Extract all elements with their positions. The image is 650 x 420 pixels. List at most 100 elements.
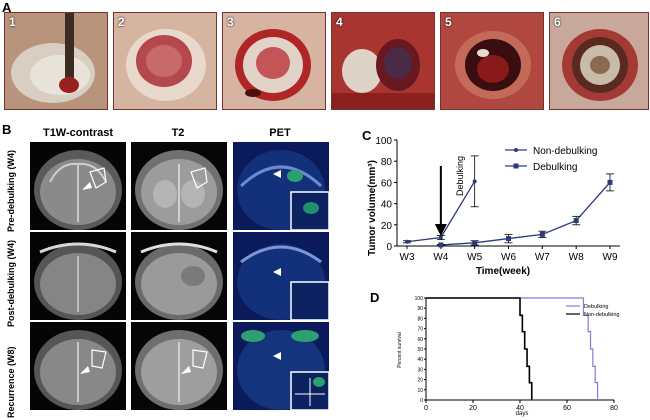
mri-recurrence-t2	[131, 322, 227, 410]
photo-number: 5	[445, 15, 452, 29]
mri-recurrence-t1w	[30, 322, 126, 410]
data-point	[472, 179, 477, 184]
surgery-photo-2: 2	[113, 12, 217, 110]
y-tick-label: 80	[381, 157, 393, 168]
brain-scan-image	[131, 232, 227, 320]
pet-scan-image	[233, 232, 329, 320]
panel-label-b: B	[2, 122, 12, 137]
survival-curve-debulking	[426, 297, 599, 400]
x-tick-label: 40	[516, 405, 524, 412]
y-tick-label: 70	[417, 327, 423, 333]
legend-marker	[514, 148, 518, 152]
y-tick-label: 90	[417, 306, 423, 312]
surgery-photo-6-image	[550, 13, 648, 109]
y-tick-label: 0	[420, 398, 423, 404]
panel-label-a: A	[2, 0, 12, 15]
x-tick-label: 0	[424, 405, 428, 412]
y-tick-label: 20	[381, 221, 393, 232]
brain-scan-image	[131, 322, 227, 410]
mri-post-t1w	[30, 232, 126, 320]
y-tick-label: 60	[381, 178, 393, 189]
data-point	[405, 239, 409, 244]
legend-label: Debulking	[584, 304, 608, 310]
y-tick-label: 40	[417, 357, 423, 363]
debulking-annotation: Debulking	[455, 156, 465, 196]
y-axis-label: Tumor volume(mm³)	[367, 160, 378, 256]
y-tick-label: 50	[417, 347, 423, 353]
legend-label: Debulking	[533, 162, 577, 173]
x-tick-label: 60	[563, 405, 571, 412]
row-label-recurrence: Recurrence (W8)	[6, 346, 16, 418]
surgery-photo-4-image	[332, 13, 434, 109]
mri-recurrence-pet	[233, 322, 329, 410]
surgery-photo-6: 6	[549, 12, 649, 110]
legend-label: Non-debulking	[533, 146, 598, 157]
tumor-volume-chart: 0 20 40 60 80 100 W3 W4 W5 W6 W7 W8 W9 Non-debulking…	[367, 136, 620, 277]
series-line-debulking	[440, 181, 611, 246]
x-axis-label: Time(week)	[476, 266, 530, 277]
panel-label-c: C	[362, 128, 372, 143]
y-tick-label: 20	[417, 378, 423, 384]
data-point	[472, 240, 478, 246]
brain-scan-image	[30, 232, 126, 320]
surgery-photo-5: 5	[440, 12, 544, 110]
surgery-photo-2-image	[114, 13, 216, 109]
row-label-post: Post-debulking (W4)	[6, 240, 16, 327]
surgery-photo-1-image	[5, 13, 107, 109]
y-tick-label: 30	[417, 367, 423, 373]
row-label-pre: Pre-debulking (W4)	[6, 149, 16, 232]
arrow-head	[434, 224, 447, 236]
data-point	[506, 236, 511, 242]
y-tick-label: 0	[386, 242, 392, 253]
legend-marker	[513, 163, 519, 169]
panel-label-d: D	[370, 290, 380, 305]
x-tick-label: W8	[569, 252, 584, 263]
x-tick-label: W4	[433, 252, 448, 263]
data-point	[573, 218, 579, 224]
photo-number: 2	[118, 15, 125, 29]
x-axis-label: days	[516, 411, 529, 417]
pet-scan-image	[233, 142, 329, 230]
data-point	[438, 235, 443, 240]
photo-number: 4	[336, 15, 343, 29]
mri-post-t2	[131, 232, 227, 320]
y-tick-label: 100	[375, 136, 392, 147]
data-point	[607, 179, 613, 185]
photo-number: 6	[554, 15, 561, 29]
y-axis-label: Percent survival	[397, 332, 403, 368]
data-point	[539, 231, 545, 237]
surgery-photo-3: 3	[222, 12, 326, 110]
surgery-photo-5-image	[441, 13, 543, 109]
data-point	[438, 242, 444, 248]
column-header-t1w: T1W-contrast	[42, 127, 114, 139]
column-header-pet: PET	[269, 127, 291, 139]
y-tick-label: 40	[381, 200, 393, 211]
mri-pre-t2	[131, 142, 227, 230]
y-tick-label: 80	[417, 316, 423, 322]
x-tick-label: W3	[400, 252, 415, 263]
x-tick-label: W9	[603, 252, 618, 263]
brain-scan-image	[131, 142, 227, 230]
brain-scan-image	[30, 142, 126, 230]
y-tick-label: 60	[417, 337, 423, 343]
x-tick-label: W5	[467, 252, 482, 263]
y-tick-label: 100	[415, 296, 424, 302]
y-tick-label: 10	[417, 388, 423, 394]
surgery-photo-1: 1	[4, 12, 108, 110]
brain-scan-image	[30, 322, 126, 410]
x-tick-label: W7	[535, 252, 550, 263]
mri-pre-t1w	[30, 142, 126, 230]
pet-scan-image	[233, 322, 329, 410]
surgery-photo-4: 4	[331, 12, 435, 110]
x-tick-label: W6	[501, 252, 516, 263]
surgery-photo-3-image	[223, 13, 325, 109]
x-tick-label: 80	[610, 405, 618, 412]
photo-number: 1	[9, 15, 16, 29]
mri-post-pet	[233, 232, 329, 320]
legend-label: Non-debulking	[584, 312, 619, 318]
x-tick-label: 20	[469, 405, 477, 412]
survival-curve-non-debulking	[426, 297, 533, 400]
photo-number: 3	[227, 15, 234, 29]
survival-chart: 0 10 20 30 40 50 60 70 80 90 100 0 20 40 60 80 Debulkin…	[397, 296, 619, 417]
column-header-t2: T2	[171, 127, 185, 139]
